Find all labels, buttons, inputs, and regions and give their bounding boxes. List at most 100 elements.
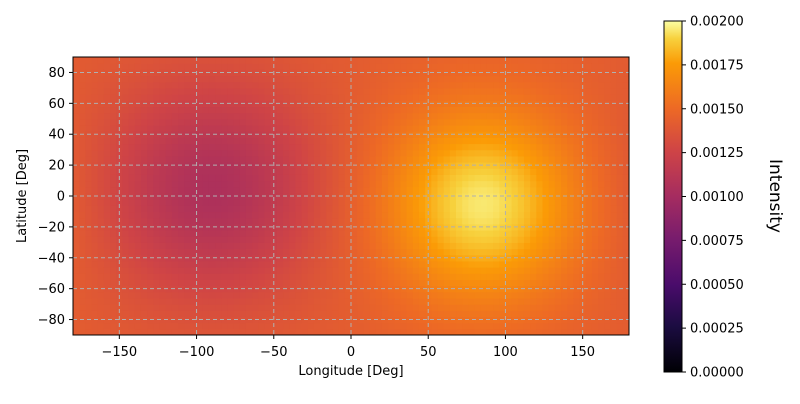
heatmap-cell	[486, 217, 494, 225]
heatmap-cell	[147, 94, 154, 101]
heatmap-cell	[486, 229, 494, 237]
heatmap-cell	[523, 155, 531, 163]
heatmap-cell	[579, 242, 587, 250]
heatmap-cell	[178, 174, 185, 182]
heatmap-cell	[289, 297, 296, 305]
heatmap-cell	[530, 100, 537, 108]
heatmap-cell	[276, 297, 284, 305]
heatmap-cell	[505, 81, 513, 89]
heatmap-cell	[245, 143, 253, 151]
heatmap-cell	[320, 217, 327, 225]
heatmap-cell	[610, 63, 618, 70]
heatmap-cell	[437, 310, 445, 318]
heatmap-cell	[178, 180, 185, 188]
heatmap-cell	[480, 131, 488, 138]
heatmap-cell	[258, 149, 266, 157]
heatmap-cell	[394, 180, 402, 188]
heatmap-cell	[190, 229, 198, 237]
heatmap-cell	[449, 260, 457, 268]
heatmap-cell	[320, 328, 327, 335]
heatmap-cell	[320, 168, 327, 175]
heatmap-cell	[239, 236, 247, 243]
heatmap-cell	[295, 310, 303, 318]
heatmap-cell	[258, 81, 266, 89]
heatmap-cell	[338, 236, 346, 243]
heatmap-cell	[116, 137, 124, 145]
heatmap-cell	[239, 328, 247, 335]
y-tick-label: −40	[38, 251, 65, 266]
heatmap-cell	[449, 75, 457, 83]
heatmap-cell	[202, 94, 210, 101]
heatmap-cell	[511, 106, 519, 114]
heatmap-cell	[443, 211, 451, 219]
heatmap-cell	[140, 211, 148, 219]
heatmap-cell	[245, 57, 253, 64]
heatmap-cell	[406, 260, 414, 268]
heatmap-cell	[252, 322, 259, 330]
heatmap-cell	[221, 94, 229, 101]
heatmap-cell	[388, 267, 395, 274]
heatmap-cell	[140, 291, 148, 299]
heatmap-cell	[542, 199, 550, 206]
heatmap-cell	[598, 229, 605, 237]
heatmap-cell	[474, 192, 482, 200]
heatmap-cell	[486, 162, 494, 169]
heatmap-cell	[215, 180, 222, 188]
heatmap-cell	[140, 168, 148, 175]
heatmap-cell	[295, 180, 303, 188]
heatmap-cell	[604, 291, 612, 299]
heatmap-cell	[369, 316, 377, 324]
heatmap-cell	[375, 75, 383, 83]
heatmap-cell	[159, 75, 167, 83]
heatmap-cell	[276, 242, 284, 250]
heatmap-cell	[91, 143, 99, 151]
heatmap-cell	[456, 155, 463, 163]
heatmap-cell	[381, 273, 389, 280]
heatmap-cell	[474, 205, 482, 213]
heatmap-cell	[258, 229, 266, 237]
heatmap-cell	[208, 69, 216, 77]
heatmap-cell	[406, 310, 414, 318]
heatmap-cell	[394, 248, 402, 256]
heatmap-cell	[585, 322, 593, 330]
heatmap-cell	[134, 143, 142, 151]
heatmap-cell	[616, 297, 624, 305]
heatmap-cell	[369, 291, 377, 299]
heatmap-cell	[357, 143, 364, 151]
heatmap-cell	[233, 180, 241, 188]
heatmap-cell	[134, 186, 142, 194]
heatmap-cell	[79, 112, 86, 120]
heatmap-cell	[375, 100, 383, 108]
heatmap-cell	[579, 248, 587, 256]
heatmap-cell	[245, 174, 253, 182]
heatmap-cell	[264, 211, 272, 219]
heatmap-cell	[258, 242, 266, 250]
heatmap-cell	[573, 186, 581, 194]
heatmap-cell	[610, 248, 618, 256]
heatmap-cell	[208, 304, 216, 311]
heatmap-cell	[573, 205, 581, 213]
heatmap-cell	[400, 57, 408, 64]
heatmap-cell	[604, 112, 612, 120]
heatmap-cell	[338, 81, 346, 89]
heatmap-cell	[437, 81, 445, 89]
heatmap-cell	[400, 260, 408, 268]
heatmap-cell	[351, 297, 358, 305]
heatmap-cell	[110, 223, 117, 231]
heatmap-cell	[554, 112, 562, 120]
heatmap-cell	[344, 310, 352, 318]
heatmap-cell	[456, 310, 463, 318]
heatmap-cell	[208, 242, 216, 250]
heatmap-cell	[400, 94, 408, 101]
heatmap-cell	[122, 199, 130, 206]
heatmap-cell	[97, 304, 105, 311]
heatmap-cell	[505, 248, 513, 256]
heatmap-cell	[622, 186, 629, 194]
heatmap-cell	[499, 81, 507, 89]
heatmap-cell	[295, 199, 303, 206]
heatmap-cell	[153, 131, 161, 138]
heatmap-cell	[412, 236, 420, 243]
heatmap-cell	[208, 149, 216, 157]
heatmap-cell	[449, 291, 457, 299]
heatmap-cell	[493, 87, 500, 95]
